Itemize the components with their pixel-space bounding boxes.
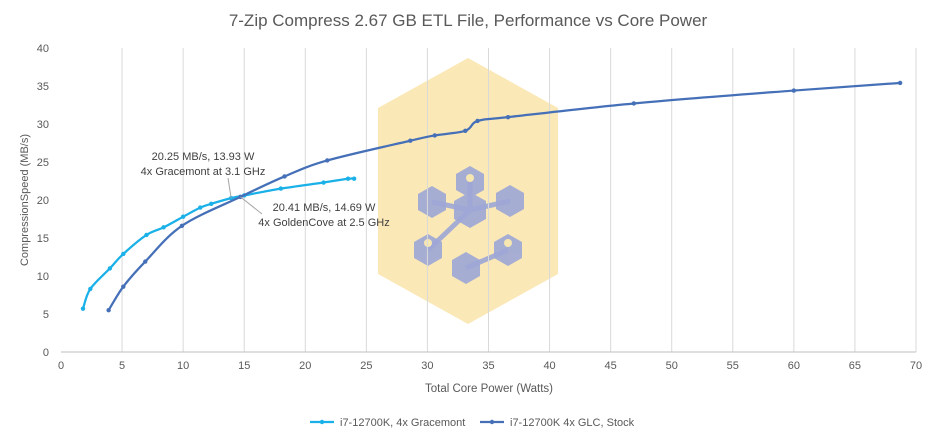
x-tick-label: 40: [543, 360, 555, 372]
x-tick-label: 0: [58, 360, 64, 372]
series-2-point: [408, 138, 413, 143]
annotation-gracemont-leader: [227, 177, 232, 199]
series-2-point: [325, 158, 330, 163]
series-1-point: [209, 201, 214, 206]
x-tick-label: 35: [482, 360, 494, 372]
x-tick-label: 55: [727, 360, 739, 372]
grid-layer: [121, 48, 917, 352]
series-1-point: [278, 186, 284, 191]
x-tick-label: 30: [421, 360, 433, 372]
y-axis-label: CompressionSpeed (MB/s): [19, 134, 31, 266]
series-1-point: [198, 205, 203, 210]
x-tick-label: 60: [788, 360, 800, 372]
y-tick-label: 15: [37, 233, 49, 245]
series-1-point: [351, 176, 357, 181]
annotation-goldencove: 20.41 MB/s, 14.69 W 4x GoldenCove at 2.5 …: [258, 202, 389, 229]
series-line-2: [107, 81, 901, 311]
legend-label-2: i7-12700K 4x GLC, Stock: [510, 417, 635, 429]
series-layer: [80, 80, 903, 313]
series-2-point: [282, 174, 287, 179]
x-tick-label: 15: [238, 360, 250, 372]
legend-label-1: i7-12700K, 4x Gracemont: [340, 417, 465, 429]
series-2-point: [897, 80, 903, 86]
series-2-point: [631, 101, 637, 106]
watermark-logo: [378, 58, 558, 324]
series-2-point: [463, 128, 468, 134]
x-axis-label: Total Core Power (Watts): [425, 383, 553, 395]
annotation-gracemont: 20.25 MB/s, 13.93 W 4x Gracemont at 3.1 G…: [141, 151, 266, 178]
series-2-point: [143, 259, 148, 264]
series-2-point: [505, 114, 511, 120]
series-2-point: [432, 133, 437, 138]
legend: i7-12700K, 4x Gracemont i7-12700K 4x GLC,…: [310, 417, 635, 429]
series-2-point: [106, 308, 111, 313]
series-2-point: [121, 284, 126, 289]
y-tick-label: 30: [37, 119, 49, 131]
x-tick-label: 70: [910, 360, 922, 372]
annotation-goldencove-leader: [240, 196, 263, 215]
y-tick-label: 35: [37, 81, 49, 93]
x-tick-label: 20: [299, 360, 311, 372]
axis-layer: 0 5 10 15 20 25 30 35 40 45 50 55 60 65 70 0 5 10 15 20 25 30…: [37, 43, 922, 372]
series-1-point: [161, 225, 166, 230]
y-tick-label: 40: [37, 43, 49, 55]
series-2-point: [475, 118, 480, 124]
series-1-point: [80, 306, 86, 311]
series-1-point: [121, 251, 126, 257]
annotation-layer: 20.25 MB/s, 13.93 W 4x Gracemont at 3.1 G…: [141, 151, 390, 229]
x-tick-label: 65: [849, 360, 861, 372]
x-tick-label: 10: [177, 360, 189, 372]
series-1-point: [88, 286, 93, 292]
legend-marker-2: [489, 419, 495, 425]
x-tick-label: 25: [360, 360, 372, 372]
series-2-point: [179, 223, 185, 229]
series-1-point: [107, 266, 113, 271]
y-tick-label: 5: [43, 309, 49, 321]
x-tick-label: 50: [666, 360, 678, 372]
x-tick-label: 45: [605, 360, 617, 372]
series-2-point: [791, 88, 797, 93]
y-tick-label: 10: [37, 271, 49, 283]
y-tick-label: 25: [37, 157, 49, 169]
legend-marker-1: [319, 419, 325, 425]
chart-title: 7-Zip Compress 2.67 GB ETL File, Perform…: [229, 11, 708, 30]
series-1-point: [180, 214, 186, 219]
x-tick-label: 5: [119, 360, 125, 372]
series-line-1: [81, 177, 355, 310]
series-1-point: [321, 180, 326, 185]
y-tick-label: 20: [37, 195, 49, 207]
series-1-point: [144, 232, 149, 238]
series-1-point: [345, 176, 351, 181]
y-tick-label: 0: [43, 347, 49, 359]
